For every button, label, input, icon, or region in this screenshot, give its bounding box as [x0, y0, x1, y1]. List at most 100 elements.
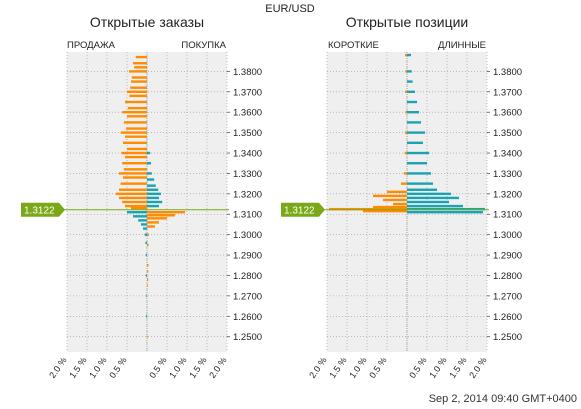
price-tick-label: 1.3000 [233, 230, 262, 241]
bar-left-orange [403, 172, 407, 175]
current-price-label: 1.3122 [284, 205, 315, 216]
current-price-label: 1.3122 [24, 205, 55, 216]
open-positions-current-price: 1.3122 [281, 202, 489, 217]
price-tick-label: 1.3100 [233, 210, 262, 221]
percent-tick-label: 1.5 % [187, 355, 208, 380]
bar-left-orange [404, 151, 407, 155]
bar-right-orange [147, 221, 159, 224]
bar-left-orange [131, 76, 147, 79]
percent-tick-label: 1.0 % [347, 355, 368, 380]
price-tick-label: 1.2900 [493, 251, 522, 262]
bar-right-teal [147, 200, 163, 204]
bar-left-orange [125, 100, 147, 104]
bar-left-orange [120, 182, 147, 185]
percent-tick-label: 0.5 % [147, 355, 168, 380]
bar-left-orange [134, 66, 147, 69]
bar-right-teal [407, 200, 449, 204]
bar-right-teal [147, 192, 161, 196]
bar-left-orange [373, 205, 407, 209]
percent-tick-label: 1.5 % [327, 355, 348, 380]
bar-right-teal [407, 80, 413, 83]
bar-left-orange [115, 192, 147, 196]
bar-right-teal [407, 211, 483, 214]
price-tick-label: 1.3200 [233, 189, 262, 200]
price-tick-label: 1.3400 [493, 149, 522, 160]
bar-left-orange [119, 188, 147, 191]
open-positions-panel: Открытые позиции КОРОТКИЕ ДЛИННЫЕ 1.2500… [281, 14, 522, 380]
bar-left-orange [123, 176, 147, 179]
open-positions-title: Открытые позиции [346, 14, 469, 30]
bar-left-orange [122, 200, 147, 204]
bar-right-orange [147, 211, 185, 214]
bar-right-teal [407, 53, 411, 57]
percent-tick-label: 0.5 % [407, 355, 428, 380]
percent-tick-label: 1.5 % [67, 355, 88, 380]
buy-label: ПОКУПКА [181, 40, 226, 51]
open-positions-bars [329, 53, 485, 214]
open-orders-panel: Открытые заказы ПРОДАЖА ПОКУПКА 1.25001.… [21, 14, 262, 380]
bar-right-orange [147, 214, 175, 217]
price-tick-label: 1.3300 [493, 169, 522, 180]
price-tick-label: 1.3300 [233, 169, 262, 180]
current-price-badge [21, 202, 65, 217]
bar-right-orange [147, 270, 149, 273]
bar-right-teal [407, 182, 433, 185]
bar-right-teal [407, 204, 463, 208]
currency-pair-title: EUR/USD [265, 3, 315, 15]
price-tick-label: 1.3600 [493, 108, 522, 119]
bar-right-teal [407, 172, 431, 175]
percent-tick-label: 2.0 % [307, 355, 328, 380]
percent-tick-label: 0.5 % [367, 355, 388, 380]
price-tick-label: 1.2600 [233, 312, 262, 323]
bar-left-teal [145, 274, 147, 277]
bar-right-teal [147, 196, 159, 200]
price-tick-label: 1.2800 [493, 271, 522, 282]
bar-right-teal [147, 162, 151, 165]
bar-right-teal [407, 192, 451, 196]
bar-left-orange [123, 141, 147, 145]
bar-left-orange [123, 168, 147, 171]
current-price-badge [281, 202, 325, 217]
price-tick-label: 1.3200 [493, 189, 522, 200]
bar-left-orange [121, 151, 147, 155]
bar-right-orange [147, 335, 148, 338]
price-tick-label: 1.2700 [493, 291, 522, 302]
price-tick-label: 1.3100 [493, 210, 522, 221]
open-orders-bars [115, 55, 185, 338]
price-tick-label: 1.2600 [493, 312, 522, 323]
timestamp-footer: Sep 2, 2014 09:40 GMT+0400 [429, 393, 577, 405]
price-tick-label: 1.2500 [233, 332, 262, 343]
bar-right-orange [147, 233, 149, 236]
open-orders-percent-axis: 2.0 %1.5 %1.0 %0.5 % 0.5 %1.0 %1.5 %2.0 % [47, 355, 228, 380]
bar-right-teal [407, 162, 427, 165]
bar-right-teal [407, 111, 419, 114]
price-tick-label: 1.3800 [493, 67, 522, 78]
bar-right-teal [407, 141, 423, 145]
open-orders-price-axis: 1.2500 1.2600 1.2700 1.2800 1.2900 1.3000 1.31… [227, 67, 262, 343]
bar-right-teal [147, 204, 159, 208]
bar-left-orange [405, 111, 407, 114]
percent-tick-label: 1.0 % [87, 355, 108, 380]
bar-left-orange [135, 55, 147, 59]
bar-left-orange [383, 198, 407, 202]
bar-left-orange [129, 70, 147, 73]
bar-left-orange [122, 162, 147, 165]
bar-left-orange [387, 190, 407, 193]
bar-left-orange [129, 94, 147, 98]
bar-right-orange [147, 225, 155, 228]
bar-left-orange [133, 62, 147, 65]
bar-left-orange [373, 194, 407, 198]
bar-right-teal [407, 188, 437, 191]
bar-left-orange [363, 209, 407, 213]
bar-left-orange [127, 90, 147, 93]
percent-tick-label: 1.5 % [447, 355, 468, 380]
price-tick-label: 1.3700 [493, 87, 522, 98]
percent-tick-label: 1.0 % [167, 355, 188, 380]
bar-left-orange [405, 53, 407, 57]
sell-label: ПРОДАЖА [67, 40, 116, 51]
bar-right-teal [407, 70, 412, 73]
short-label: КОРОТКИЕ [328, 40, 379, 51]
price-tick-label: 1.3000 [493, 230, 522, 241]
price-tick-label: 1.2500 [493, 332, 522, 343]
